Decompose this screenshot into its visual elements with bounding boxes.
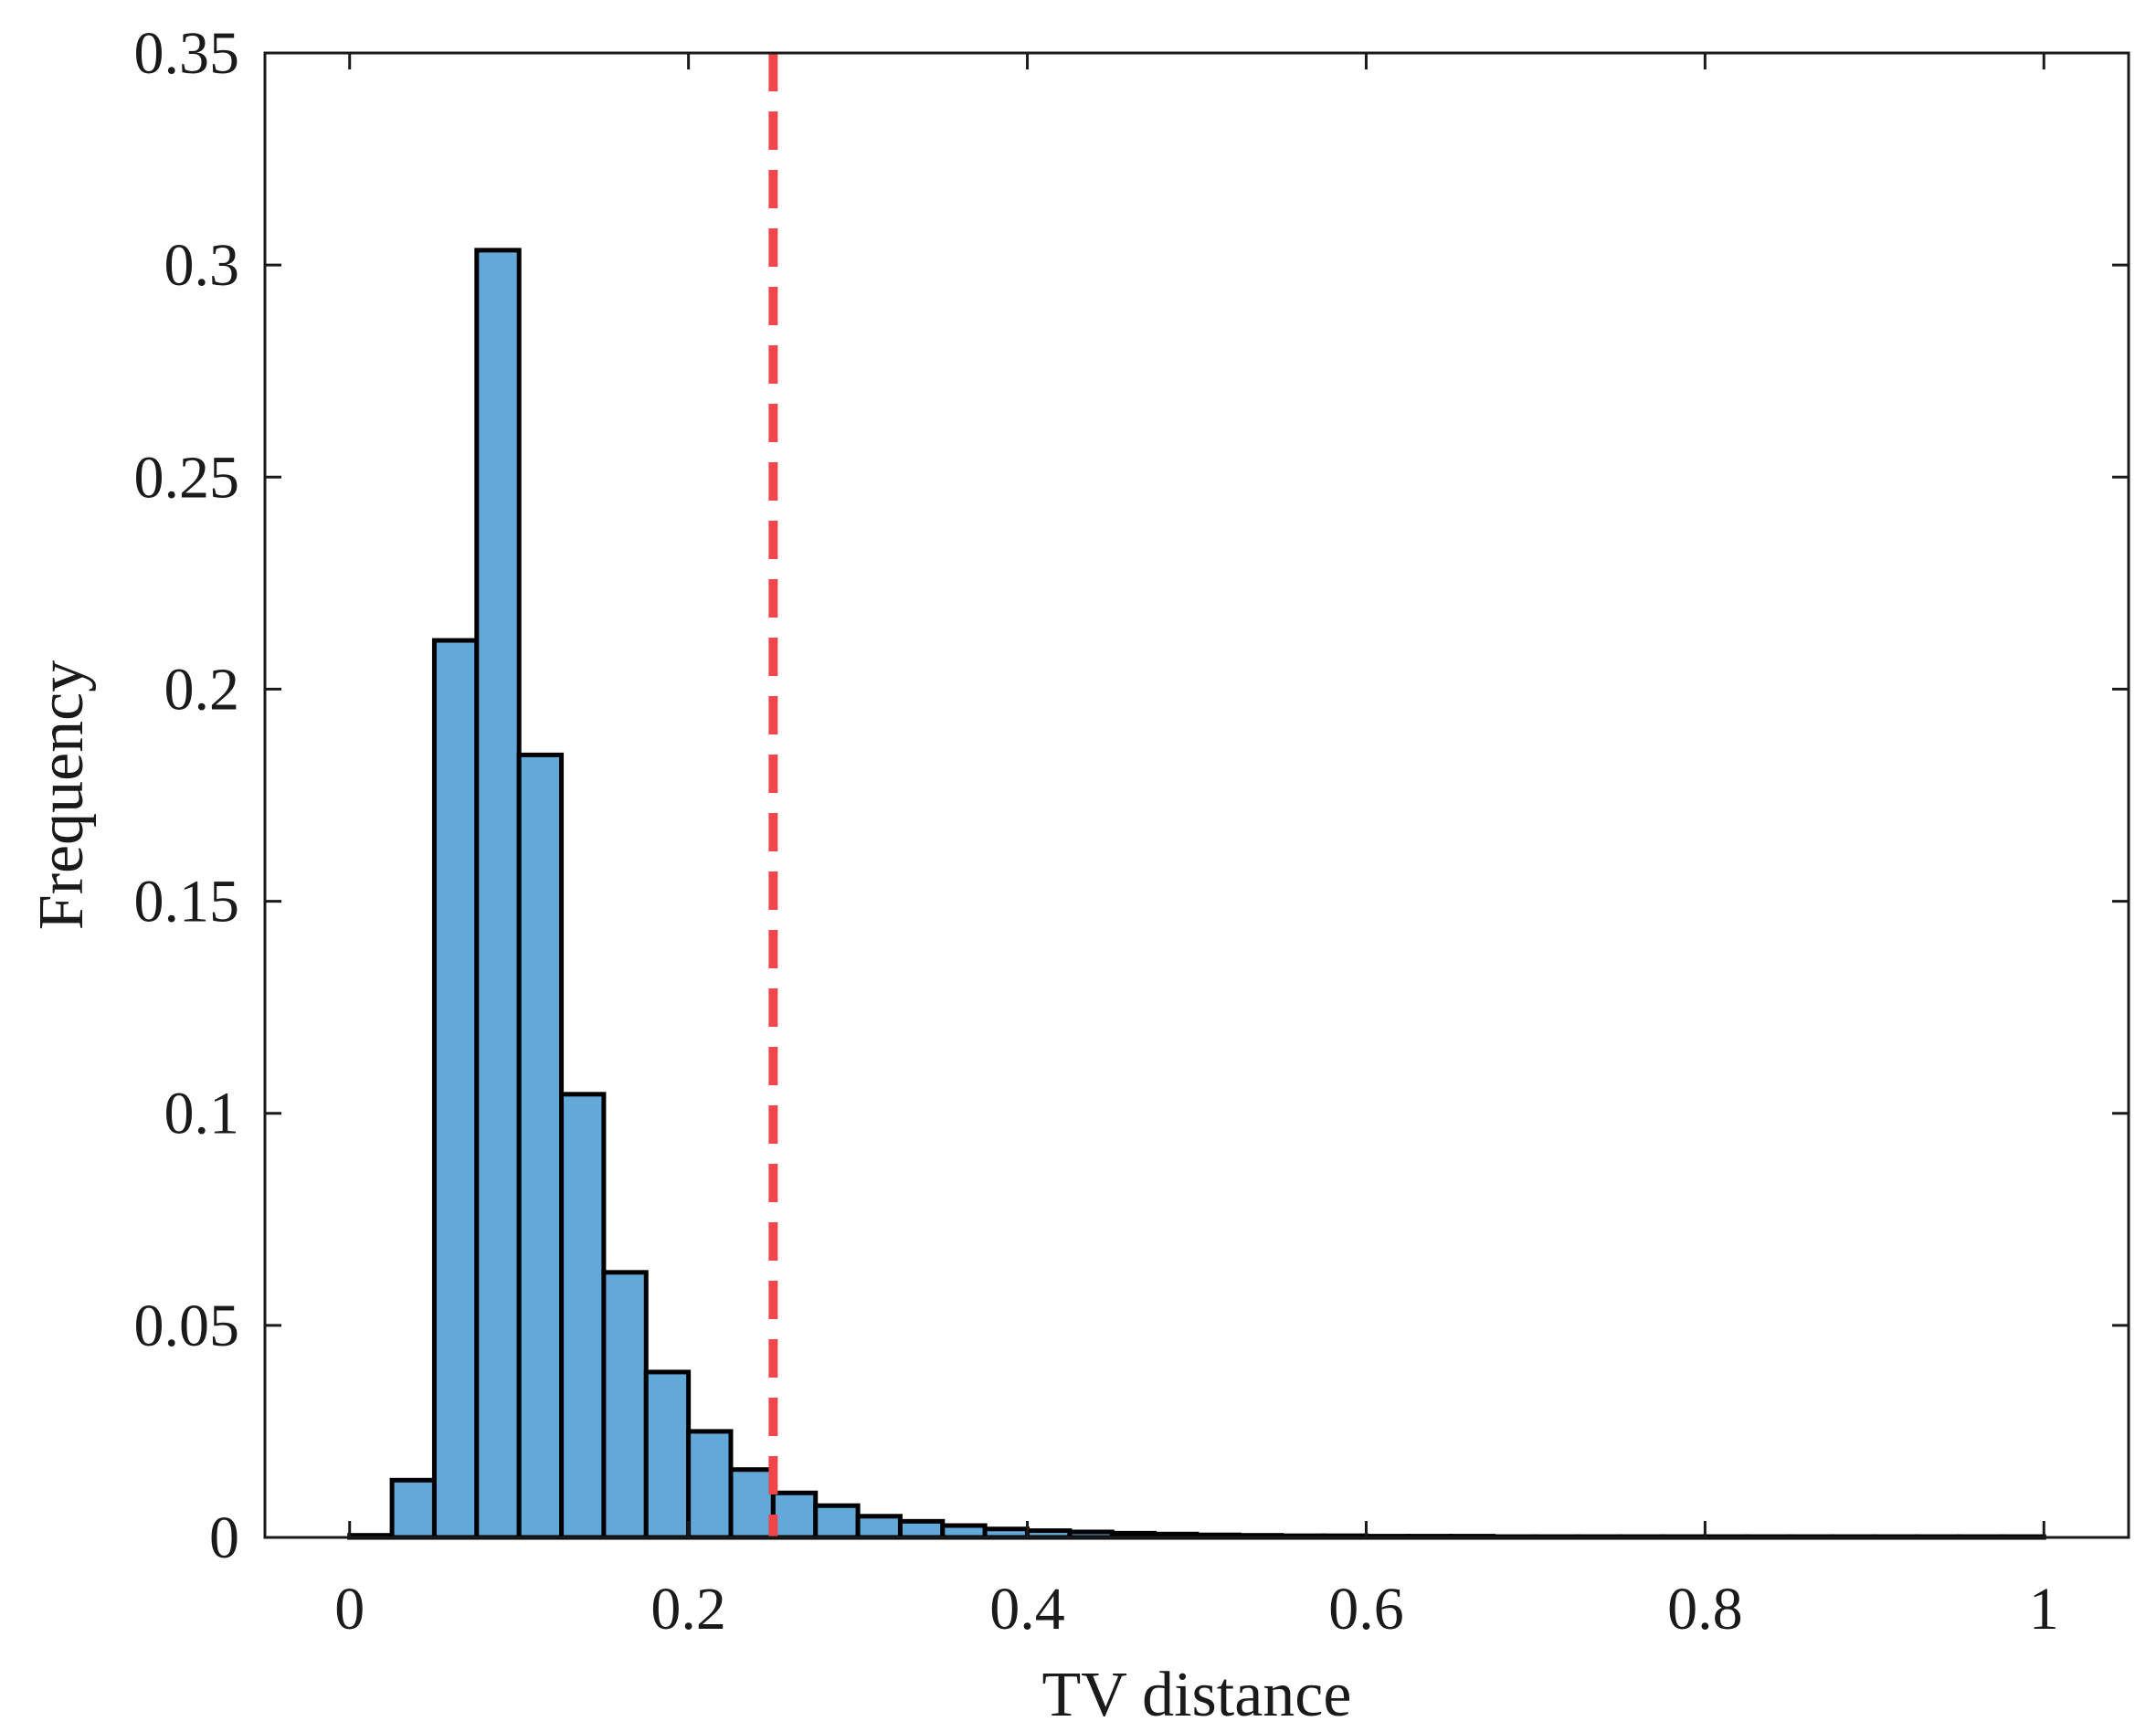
y-axis-label: Frequency (26, 660, 97, 930)
histogram-bar (601, 1270, 649, 1540)
histogram-bars (347, 248, 2046, 1540)
histogram-bar (643, 1369, 692, 1540)
y-tick-label: 0.05 (134, 1293, 240, 1359)
y-tick-labels: 0 0.05 0.1 0.15 0.2 0.25 0.3 0.35 (134, 20, 240, 1571)
histogram-bar (516, 752, 565, 1540)
y-tick-label: 0.2 (164, 656, 240, 723)
histogram-bar (686, 1429, 734, 1540)
y-tick-label: 0.1 (164, 1081, 240, 1147)
histogram-bar (813, 1503, 861, 1540)
histogram-bar (474, 248, 522, 1540)
y-tick-label: 0.3 (164, 232, 240, 299)
x-tick-label: 0.4 (989, 1576, 1065, 1642)
histogram-bar (897, 1518, 946, 1540)
x-tick-label: 0.8 (1667, 1576, 1743, 1642)
axis-ticks (265, 51, 2129, 1539)
histogram-bar (559, 1092, 607, 1540)
histogram-bar (389, 1477, 437, 1540)
x-axis-label: TV distance (1042, 1660, 1352, 1730)
histogram-bar (431, 638, 480, 1540)
x-tick-label: 0 (334, 1576, 365, 1642)
axes-frame (263, 51, 2130, 1539)
histogram-bar (770, 1490, 819, 1540)
x-tick-label: 1 (2029, 1576, 2059, 1642)
histogram-bar (728, 1467, 776, 1540)
histogram-bar (940, 1523, 988, 1540)
x-tick-labels: 0 0.2 0.4 0.6 0.8 1 (334, 1576, 2059, 1642)
y-tick-label: 0.15 (134, 869, 240, 935)
y-tick-label: 0.25 (134, 444, 240, 511)
y-tick-label: 0 (209, 1505, 239, 1571)
x-tick-label: 0.2 (650, 1576, 726, 1642)
x-tick-label: 0.6 (1328, 1576, 1404, 1642)
histogram-bar (855, 1514, 903, 1540)
y-tick-label: 0.35 (134, 20, 240, 87)
